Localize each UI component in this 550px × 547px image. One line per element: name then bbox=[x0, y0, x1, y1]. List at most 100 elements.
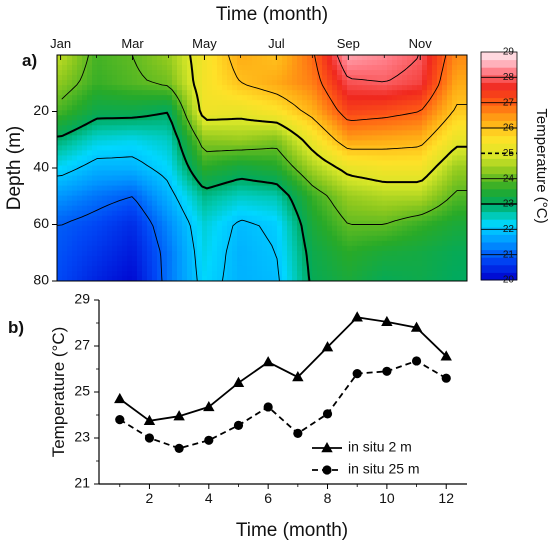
heatmap-cell bbox=[322, 105, 328, 111]
heatmap-cell bbox=[237, 85, 243, 91]
heatmap-cell bbox=[402, 180, 408, 187]
heatmap-cell bbox=[67, 120, 73, 126]
heatmap-cell bbox=[207, 235, 213, 242]
heatmap-cell bbox=[62, 145, 68, 152]
data-point-series-2 bbox=[293, 428, 303, 438]
heatmap-cell bbox=[412, 260, 418, 267]
heatmap-cell bbox=[112, 200, 118, 207]
heatmap-cell bbox=[192, 180, 198, 187]
heatmap-cell bbox=[82, 190, 88, 197]
heatmap-cell bbox=[217, 200, 223, 207]
heatmap-cell bbox=[322, 175, 328, 182]
heatmap-cell bbox=[102, 205, 108, 212]
heatmap-cell bbox=[357, 265, 363, 272]
heatmap-cell bbox=[132, 80, 138, 86]
heatmap-cell bbox=[142, 130, 148, 136]
heatmap-cell bbox=[252, 75, 258, 81]
heatmap-cell bbox=[392, 270, 398, 277]
heatmap-cell bbox=[72, 180, 78, 187]
heatmap-cell bbox=[192, 245, 198, 252]
heatmap-cell bbox=[112, 165, 118, 172]
heatmap-cell bbox=[332, 135, 338, 141]
heatmap-cell bbox=[177, 180, 183, 187]
heatmap-cell bbox=[447, 140, 453, 146]
heatmap-cell bbox=[377, 230, 383, 237]
heatmap-cell bbox=[352, 85, 358, 91]
heatmap-cell bbox=[417, 145, 423, 152]
heatmap-cell bbox=[67, 145, 73, 152]
heatmap-cell bbox=[397, 245, 403, 252]
heatmap-cell bbox=[107, 170, 113, 177]
heatmap-cell bbox=[132, 215, 138, 222]
heatmap-cell bbox=[207, 240, 213, 247]
heatmap-cell bbox=[377, 270, 383, 277]
heatmap-cell bbox=[192, 260, 198, 267]
heatmap-cell bbox=[287, 125, 293, 131]
heatmap-cell bbox=[302, 105, 308, 111]
heatmap-cell bbox=[122, 75, 128, 81]
heatmap-cell bbox=[352, 110, 358, 116]
heatmap-cell bbox=[157, 165, 163, 172]
heatmap-cell bbox=[232, 95, 238, 101]
heatmap-cell bbox=[207, 115, 213, 121]
heatmap-cell bbox=[272, 160, 278, 167]
heatmap-cell bbox=[392, 205, 398, 212]
heatmap-cell bbox=[182, 90, 188, 96]
heatmap-cell bbox=[407, 120, 413, 126]
data-point-series-1 bbox=[381, 315, 393, 327]
heatmap-cell bbox=[407, 230, 413, 237]
heatmap-cell bbox=[297, 55, 303, 61]
heatmap-cell bbox=[262, 275, 268, 281]
heatmap-cell bbox=[177, 145, 183, 152]
heatmap-cell bbox=[217, 215, 223, 222]
heatmap-cell bbox=[122, 60, 128, 66]
heatmap-cell bbox=[202, 265, 208, 272]
heatmap-cell bbox=[187, 60, 193, 66]
heatmap-cell bbox=[117, 150, 123, 157]
heatmap-cell bbox=[182, 225, 188, 232]
heatmap-cell bbox=[287, 190, 293, 197]
heatmap-cell bbox=[157, 215, 163, 222]
heatmap-cell bbox=[342, 155, 348, 162]
heatmap-cell bbox=[87, 170, 93, 177]
heatmap-cell bbox=[82, 75, 88, 81]
heatmap-cell bbox=[312, 215, 318, 222]
heatmap-cell bbox=[152, 100, 158, 106]
colorbar-band bbox=[481, 211, 517, 220]
heatmap-cell bbox=[162, 235, 168, 242]
heatmap-cell bbox=[417, 125, 423, 131]
colorbar-band bbox=[481, 112, 517, 121]
heatmap-cell bbox=[402, 260, 408, 267]
heatmap-cell bbox=[62, 105, 68, 111]
heatmap-cell bbox=[382, 130, 388, 136]
heatmap-cell bbox=[237, 250, 243, 257]
heatmap-cell bbox=[197, 135, 203, 141]
heatmap-cell bbox=[402, 60, 408, 66]
heatmap-cell bbox=[357, 240, 363, 247]
heatmap-cell bbox=[77, 225, 83, 232]
heatmap-cell bbox=[292, 175, 298, 182]
heatmap-cell bbox=[417, 230, 423, 237]
heatmap-cell bbox=[222, 80, 228, 86]
heatmap-cell bbox=[207, 110, 213, 116]
heatmap-cell bbox=[102, 195, 108, 202]
colorbar-band bbox=[481, 158, 517, 167]
heatmap-cell bbox=[57, 210, 63, 217]
heatmap-cell bbox=[252, 260, 258, 267]
heatmap-cell bbox=[422, 195, 428, 202]
heatmap-cell bbox=[297, 125, 303, 131]
heatmap-cell bbox=[442, 245, 448, 252]
heatmap-cell bbox=[142, 100, 148, 106]
heatmap-cell bbox=[457, 200, 463, 207]
heatmap-cell bbox=[112, 190, 118, 197]
heatmap-cell bbox=[187, 270, 193, 277]
heatmap-cell bbox=[347, 70, 353, 76]
heatmap-cell bbox=[462, 220, 467, 227]
heatmap-cell bbox=[417, 210, 423, 217]
heatmap-cell bbox=[372, 205, 378, 212]
heatmap-cell bbox=[152, 175, 158, 182]
heatmap-cell bbox=[332, 95, 338, 101]
heatmap-cell bbox=[202, 190, 208, 197]
heatmap-cell bbox=[427, 80, 433, 86]
heatmap-cell bbox=[227, 120, 233, 126]
